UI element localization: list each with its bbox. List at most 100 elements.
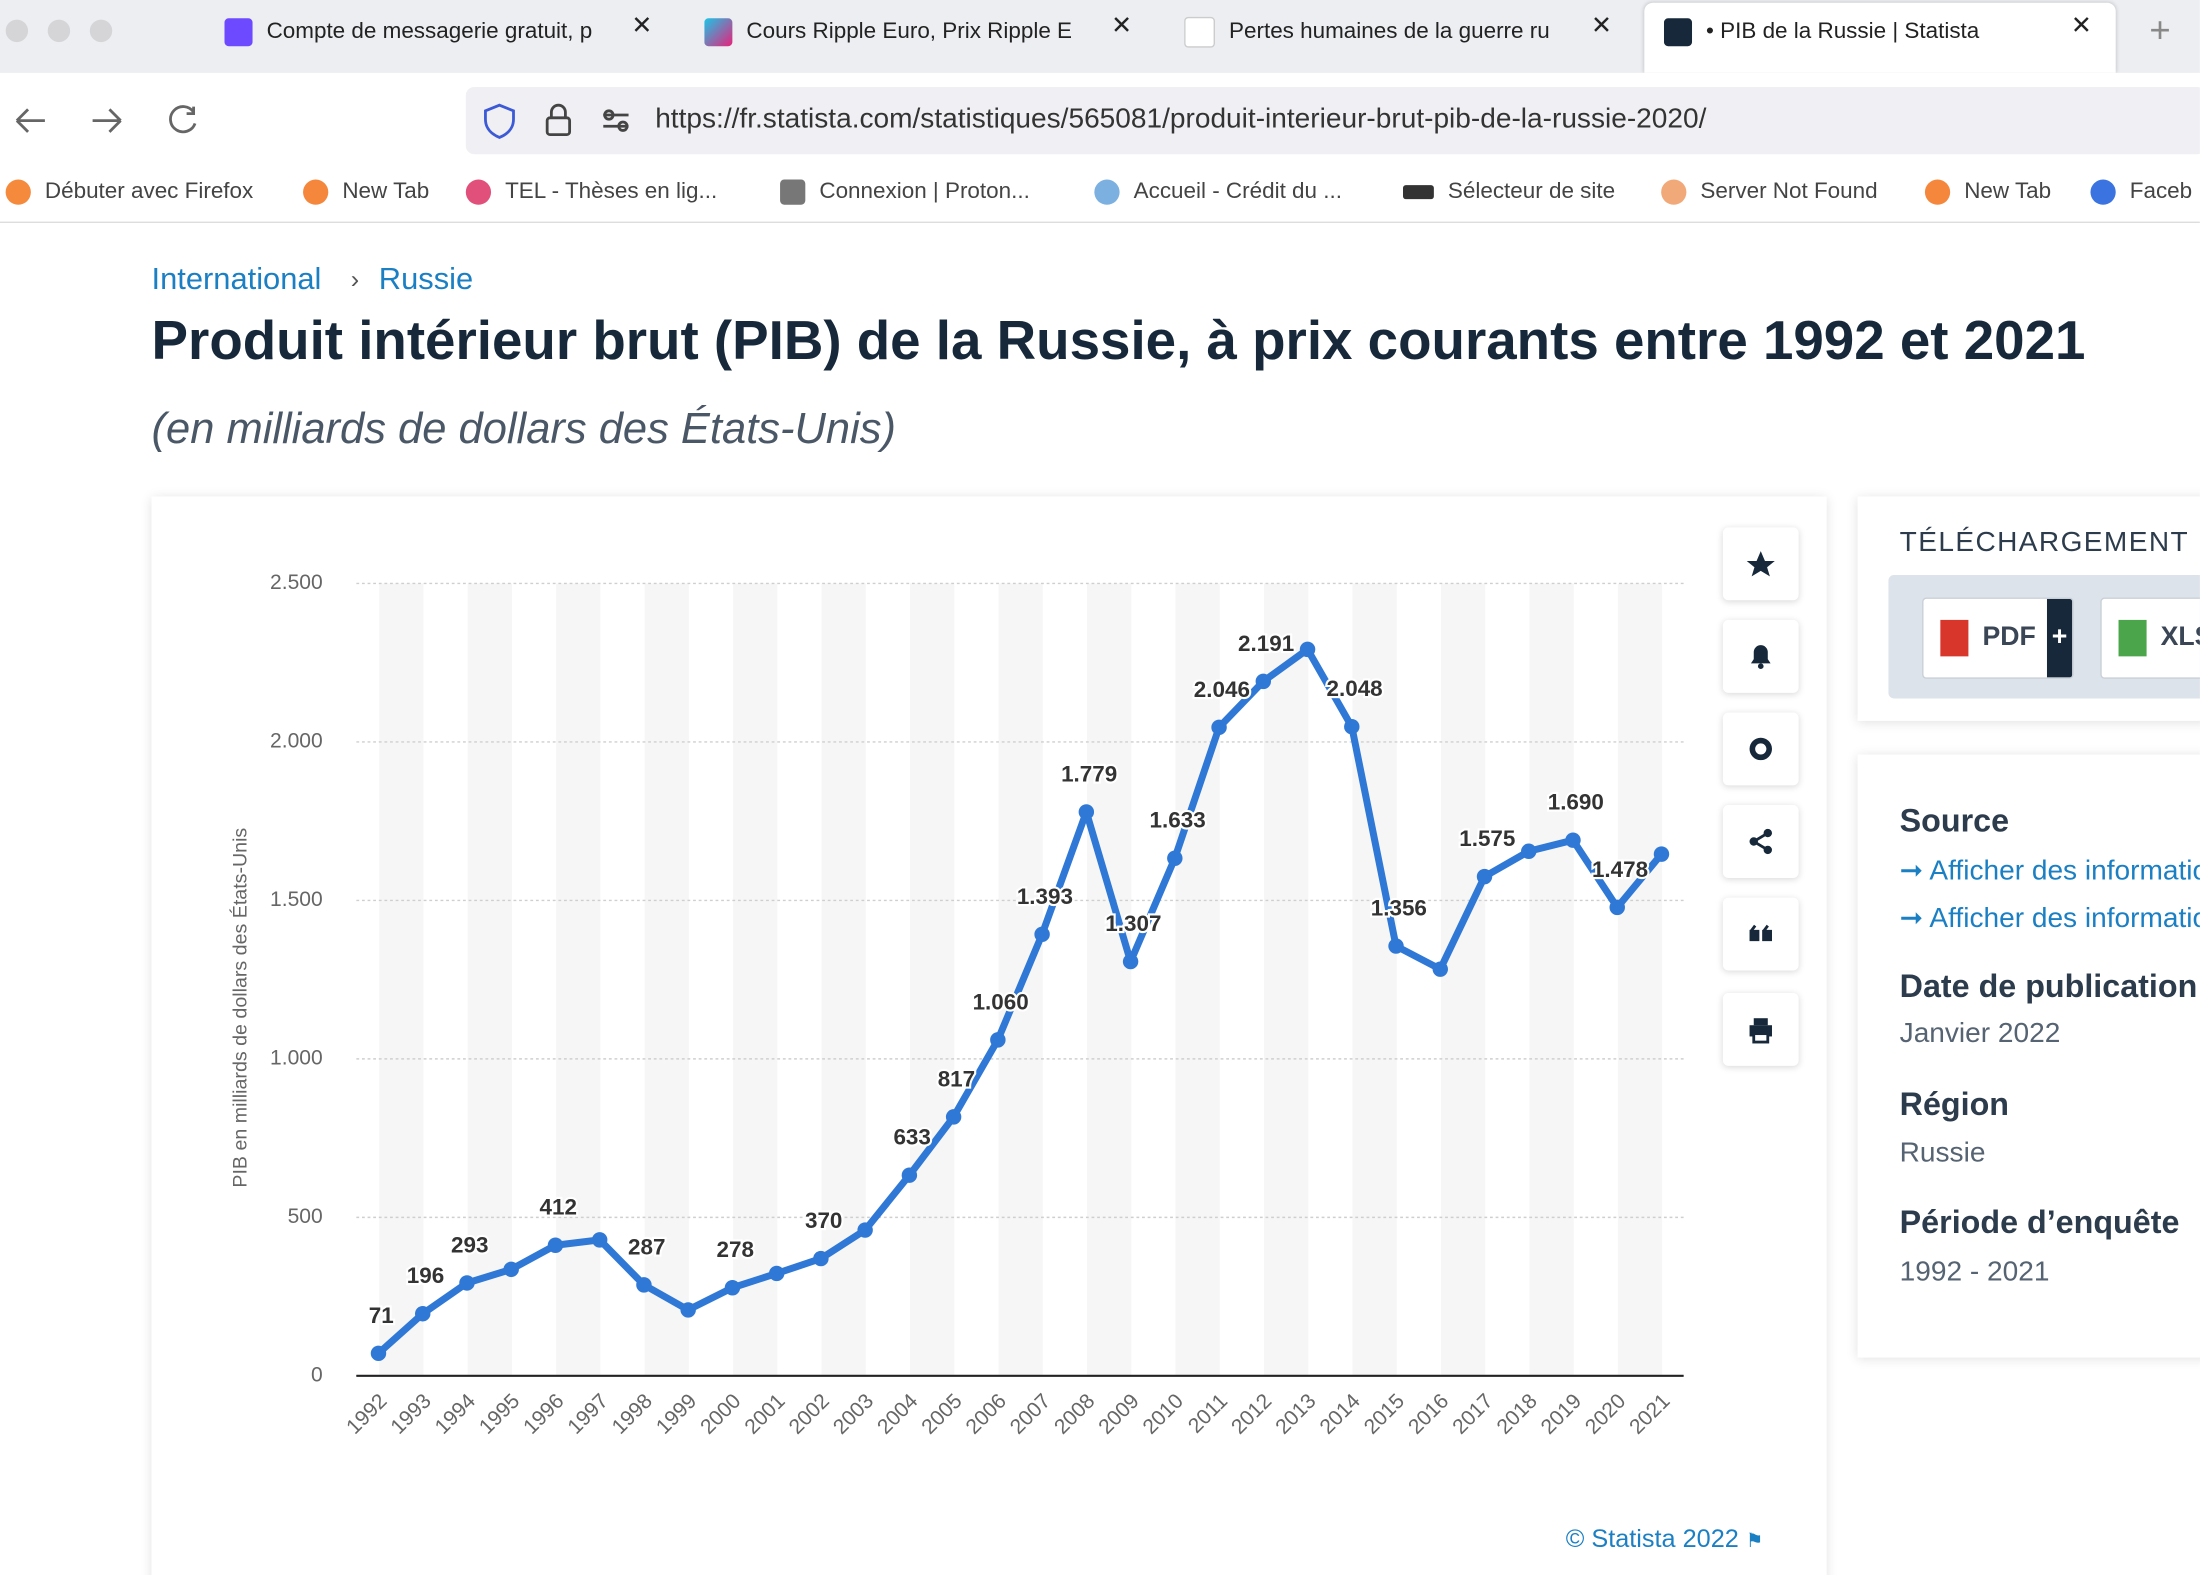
bookmark[interactable]: Faceb (2090, 177, 2192, 208)
x-tick-label: 2019 (1537, 1389, 1586, 1438)
data-point (1211, 719, 1227, 736)
y-tick-label: 2.000 (270, 729, 323, 752)
data-point (680, 1302, 696, 1318)
tab-close[interactable]: ✕ (2070, 11, 2093, 40)
data-point (636, 1277, 652, 1293)
back[interactable] (15, 108, 45, 133)
data-label: 293 (451, 1232, 488, 1257)
info-heading: Date de publication (1899, 967, 2198, 1005)
x-tick-label: 1998 (608, 1389, 657, 1438)
data-label: 2.191 (1238, 631, 1294, 656)
icon (1749, 1018, 1772, 1044)
data-point (1565, 832, 1581, 848)
tab-close[interactable]: ✕ (1111, 11, 1133, 40)
tab-title: Compte de messagerie gratuit, p (266, 19, 593, 44)
breadcrumb-separator: › (350, 265, 360, 294)
data-label: 287 (628, 1234, 665, 1259)
bookmark-label: Faceb (2129, 179, 2193, 204)
tab-close[interactable]: ✕ (1591, 11, 1613, 40)
reload[interactable] (169, 105, 197, 134)
settings-button[interactable] (1722, 712, 1799, 786)
y-tick-label: 2.500 (270, 571, 323, 594)
info-link[interactable]: ➞ Afficher des informations (1900, 900, 2200, 935)
bookmark[interactable]: New Tab (1924, 177, 2051, 208)
xls-button[interactable]: XLS (2100, 597, 2200, 679)
pdf-button[interactable]: PDF + (1922, 597, 2074, 679)
band-stripe (1087, 583, 1132, 1376)
data-point (1432, 961, 1448, 977)
url[interactable]: https://fr.statista.com/statistiques/565… (655, 103, 1707, 135)
band-stripe (644, 583, 689, 1376)
data-point (1521, 843, 1537, 859)
icon (1749, 924, 1772, 942)
data-label: 370 (805, 1208, 842, 1233)
notification-button[interactable] (1722, 619, 1799, 693)
data-point (813, 1250, 829, 1267)
data-point (945, 1109, 962, 1125)
copyright-link[interactable]: © Statista 2022 ⚑ (1565, 1524, 1764, 1553)
info-card (1857, 754, 2200, 1358)
breadcrumb-link[interactable]: International (151, 260, 322, 296)
band-stripe (1175, 583, 1220, 1376)
data-point (547, 1237, 564, 1253)
tab-title: Pertes humaines de la guerre ru (1229, 19, 1550, 44)
bookmark-label: Débuter avec Firefox (44, 179, 254, 204)
data-label: 1.060 (973, 989, 1029, 1014)
icon (1749, 737, 1772, 761)
x-tick-label: 2013 (1271, 1389, 1320, 1438)
tab-close[interactable]: ✕ (631, 11, 653, 40)
favorite-button[interactable] (1722, 527, 1799, 601)
bookmark[interactable]: Sélecteur de site (1403, 177, 1615, 208)
url-box[interactable] (465, 86, 2200, 155)
data-point (1167, 850, 1183, 866)
new-tab[interactable]: + (2149, 8, 2171, 51)
tab[interactable]: • PIB de la Russie | Statista (1663, 11, 2043, 53)
bookmark[interactable]: TEL - Thèses en lig... (465, 177, 717, 208)
data-label: 2.048 (1327, 676, 1383, 701)
bookmark[interactable]: New Tab (303, 177, 429, 208)
bookmark-label: Sélecteur de site (1447, 179, 1616, 204)
share-button[interactable] (1722, 805, 1799, 878)
x-tick-label: 1992 (342, 1389, 391, 1438)
tab[interactable]: Cours Ripple Euro, Prix Ripple E (704, 11, 1102, 53)
breadcrumb-link[interactable]: Russie (378, 260, 474, 296)
bookmark[interactable]: Débuter avec Firefox (5, 177, 254, 208)
y-tick-label: 1.000 (270, 1046, 323, 1069)
nav-buttons (11, 101, 207, 147)
info-heading: Source (1899, 802, 2010, 839)
x-tick-label: 1995 (475, 1389, 524, 1438)
data-point (1255, 673, 1272, 690)
print-button[interactable] (1722, 992, 1799, 1066)
data-point (1122, 953, 1139, 970)
icon (1750, 645, 1771, 669)
x-tick-label: 2014 (1316, 1389, 1366, 1439)
tab[interactable]: Pertes humaines de la guerre ru (1184, 11, 1582, 53)
x-tick-label: 2002 (785, 1389, 834, 1438)
data-label: 1.393 (1017, 884, 1073, 909)
x-tick-label: 2016 (1404, 1389, 1453, 1438)
cite-button[interactable] (1722, 897, 1799, 971)
x-tick-label: 2001 (740, 1389, 789, 1438)
x-tick-label: 1999 (652, 1389, 701, 1438)
band-stripe (1440, 583, 1486, 1376)
tab[interactable]: Compte de messagerie gratuit, p (224, 11, 622, 53)
forward[interactable] (92, 108, 122, 133)
tab-title: • PIB de la Russie | Statista (1706, 19, 1980, 44)
y-axis-label: PIB en milliards de dollars des États-Un… (229, 828, 252, 1188)
button-label: PDF (1982, 622, 2036, 653)
band-stripe (1617, 583, 1663, 1376)
x-tick-label: 2003 (829, 1389, 878, 1438)
bookmark[interactable]: Accueil - Crédit du ... (1094, 177, 1342, 208)
info-value: 1992 - 2021 (1899, 1256, 2050, 1288)
data-point (591, 1232, 608, 1248)
bookmark[interactable]: Server Not Found (1661, 177, 1878, 208)
bookmark[interactable]: Connexion | Proton... (780, 177, 1030, 208)
y-tick-label: 1.500 (270, 888, 323, 911)
x-tick-label: 1996 (519, 1389, 568, 1438)
info-link[interactable]: ➞ Afficher des informations (1900, 853, 2200, 888)
active-tab[interactable] (1644, 2, 2116, 73)
data-label: 817 (938, 1066, 975, 1091)
